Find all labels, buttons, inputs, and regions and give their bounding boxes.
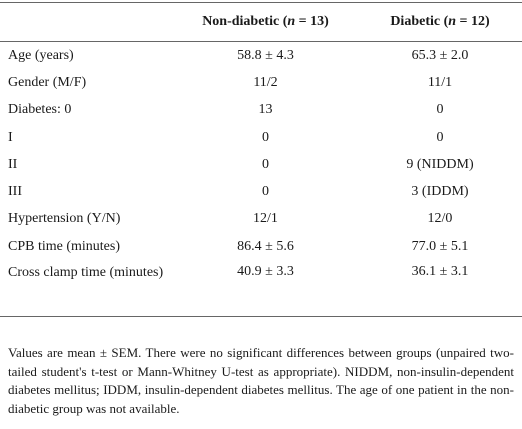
table-cell: 13 [258,102,273,118]
header-cell: Non-diabetic (n = 13) [202,14,329,29]
header-row: Non-diabetic (n = 13) Diabetic (n = 12) [0,2,522,42]
footnote: Values are mean ± SEM. There were no sig… [8,345,514,416]
table-row: Diabetes: 0 13 0 [0,97,522,124]
header-cell [0,3,173,42]
table-cell: 0 [262,156,269,172]
table-cell: 0 [436,102,444,118]
table-cell: 0 [262,129,269,145]
table-row: Hypertension (Y/N) 12/1 12/0 [0,206,522,233]
table-row: II 0 9 (NIDDM) [0,151,522,178]
table-row: Cross clamp time (minutes) 40.9 ± 3.3 36.1… [0,260,522,317]
row-label: I [8,129,13,145]
table-cell: 11/1 [427,74,453,90]
table-cell: 77.0 ± 5.1 [411,238,469,254]
table-cell: 3 (IDDM) [411,184,469,200]
table-cell: 11/2 [253,74,278,90]
table-row: III 0 3 (IDDM) [0,178,522,205]
row-label: Gender (M/F) [8,74,87,90]
table-cell: 9 (NIDDM) [406,156,474,172]
row-label: CPB time (minutes) [8,238,120,254]
table-cell: 0 [436,129,444,145]
table-cell: 0 [262,184,269,200]
table-row: CPB time (minutes) 86.4 ± 5.6 77.0 ± 5.1 [0,233,522,260]
table-cell: 12/1 [253,211,278,227]
table-cell: 65.3 ± 2.0 [411,47,469,63]
row-label: Hypertension (Y/N) [8,211,121,227]
table-cell: 12/0 [427,211,453,227]
table-cell: 40.9 ± 3.3 [237,264,294,280]
row-label: Age (years) [8,47,74,63]
table-cell: 58.8 ± 4.3 [237,47,294,63]
table-cell: 36.1 ± 3.1 [411,264,469,280]
row-label: Cross clamp time (minutes) [8,265,164,281]
table-row: Age (years) 58.8 ± 4.3 65.3 ± 2.0 [0,42,522,70]
table-row: Gender (M/F) 11/2 11/1 [0,69,522,96]
row-label: II [8,156,18,172]
table-body: Age (years) 58.8 ± 4.3 65.3 ± 2.0 Gender (M… [0,42,522,317]
header-cell: Diabetic (n = 12) [390,14,490,29]
row-label: Diabetes: 0 [8,102,72,118]
data-table: Non-diabetic (n = 13) Diabetic (n = 12) … [0,2,522,317]
table-row: I 0 0 [0,124,522,151]
row-label: III [8,184,22,200]
table-cell: 86.4 ± 5.6 [237,238,294,254]
